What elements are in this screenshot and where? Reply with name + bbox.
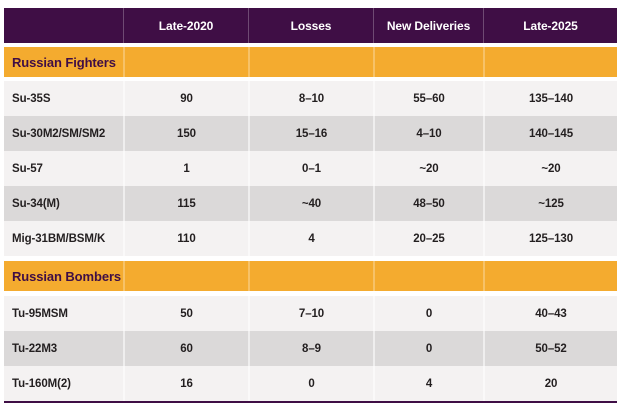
- cell-value: 15–16: [248, 116, 373, 151]
- cell-value: 40–43: [483, 296, 617, 331]
- row-label: Tu-22M3: [12, 342, 58, 355]
- cell-value: ~125: [483, 186, 617, 221]
- table-row-su-35s: Su-35S 90 8–10 55–60 135–140: [4, 81, 617, 116]
- col-header-late-2020: Late-2020: [123, 8, 248, 43]
- col-header-empty: [4, 8, 123, 43]
- cell-value: 115: [123, 186, 248, 221]
- aircraft-inventory-table: Late-2020 Losses New Deliveries Late-202…: [4, 8, 617, 403]
- table-row-tu-160m2: Tu-160M(2) 16 0 4 20: [4, 366, 617, 401]
- table-row-tu-22m3: Tu-22M3 60 8–9 0 50–52: [4, 331, 617, 366]
- cell-value: 135–140: [483, 81, 617, 116]
- table-row-tu-95msm: Tu-95MSM 50 7–10 0 40–43: [4, 296, 617, 331]
- cell-value: 0: [248, 366, 373, 401]
- row-label: Tu-95MSM: [12, 307, 68, 320]
- cell-value: 125–130: [483, 221, 617, 256]
- section-band-cell: [248, 261, 373, 291]
- cell-value: 150: [123, 116, 248, 151]
- table-row-su-57: Su-57 1 0–1 ~20 ~20: [4, 151, 617, 186]
- col-header-new-deliveries: New Deliveries: [373, 8, 483, 43]
- cell-value: 16: [123, 366, 248, 401]
- cell-value: 140–145: [483, 116, 617, 151]
- row-label: Tu-160M(2): [12, 377, 71, 390]
- cell-value: ~20: [483, 151, 617, 186]
- section-header-russian-bombers: Russian Bombers: [4, 261, 617, 291]
- cell-value: 60: [123, 331, 248, 366]
- table-row-mig-31: Mig-31BM/BSM/K 110 4 20–25 125–130: [4, 221, 617, 256]
- section-band-cell: [373, 261, 483, 291]
- row-label: Su-34(M): [12, 197, 60, 210]
- row-label: Su-57: [12, 162, 43, 175]
- cell-value: 20–25: [373, 221, 483, 256]
- cell-value: 4–10: [373, 116, 483, 151]
- cell-value: ~40: [248, 186, 373, 221]
- cell-value: 0: [373, 296, 483, 331]
- cell-value: 8–10: [248, 81, 373, 116]
- cell-value: ~20: [373, 151, 483, 186]
- table-bottom-rule: [4, 401, 617, 403]
- section-title: Russian Fighters: [12, 54, 116, 70]
- cell-value: 90: [123, 81, 248, 116]
- cell-value: 8–9: [248, 331, 373, 366]
- cell-value: 0: [373, 331, 483, 366]
- cell-value: 1: [123, 151, 248, 186]
- table-row-su-30m2: Su-30M2/SM/SM2 150 15–16 4–10 140–145: [4, 116, 617, 151]
- col-header-losses: Losses: [248, 8, 373, 43]
- cell-value: 55–60: [373, 81, 483, 116]
- row-label: Su-30M2/SM/SM2: [12, 127, 106, 140]
- section-band-cell: [373, 47, 483, 77]
- cell-value: 110: [123, 221, 248, 256]
- section-band-cell: [483, 47, 617, 77]
- row-label: Mig-31BM/BSM/K: [12, 232, 106, 245]
- cell-value: 0–1: [248, 151, 373, 186]
- table-row-su-34m: Su-34(M) 115 ~40 48–50 ~125: [4, 186, 617, 221]
- section-band-cell: [123, 47, 248, 77]
- section-band-cell: [123, 261, 248, 291]
- cell-value: 7–10: [248, 296, 373, 331]
- cell-value: 48–50: [373, 186, 483, 221]
- section-title: Russian Bombers: [12, 268, 122, 284]
- cell-value: 4: [373, 366, 483, 401]
- cell-value: 20: [483, 366, 617, 401]
- section-header-russian-fighters: Russian Fighters: [4, 47, 617, 77]
- cell-value: 50: [123, 296, 248, 331]
- cell-value: 4: [248, 221, 373, 256]
- col-header-late-2025: Late-2025: [483, 8, 617, 43]
- table-header-row: Late-2020 Losses New Deliveries Late-202…: [4, 8, 617, 43]
- cell-value: 50–52: [483, 331, 617, 366]
- section-band-cell: [248, 47, 373, 77]
- row-label: Su-35S: [12, 92, 51, 105]
- section-band-cell: [483, 261, 617, 291]
